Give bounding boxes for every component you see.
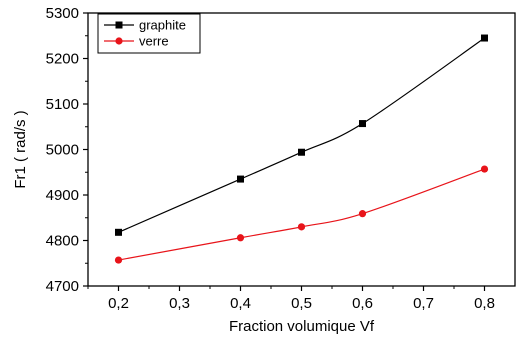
y-tick-label: 5300: [46, 5, 79, 22]
series-line-graphite: [118, 37, 485, 233]
series-layer: [114, 34, 489, 264]
data-point-graphite: [359, 120, 366, 128]
y-tick-label: 4700: [46, 278, 79, 295]
legend-label-graphite: graphite: [139, 18, 186, 33]
y-axis-ticks: 4700 4800 4900 5000 5100 5200 5300: [46, 5, 88, 295]
x-tick-label: 0,3: [169, 295, 190, 312]
y-tick-label: 5100: [46, 96, 79, 113]
data-point-verre: [114, 256, 123, 264]
legend-label-verre: verre: [139, 34, 169, 49]
legend-marker-verre: [115, 37, 123, 45]
series-graphite: [115, 34, 488, 236]
data-point-graphite: [237, 175, 244, 183]
x-axis-ticks: 0,2 0,3 0,4 0,5 0,6 0,7 0,8: [87, 286, 495, 312]
x-tick-label: 0,4: [230, 295, 251, 312]
data-point-verre: [297, 223, 306, 231]
legend-box: [97, 13, 201, 54]
x-tick-label: 0,2: [108, 295, 129, 312]
data-point-graphite: [115, 228, 122, 236]
data-point-graphite: [298, 148, 305, 156]
series-line-verre: [118, 168, 485, 261]
y-tick-label: 5000: [46, 142, 79, 159]
y-tick-label: 5200: [46, 51, 79, 68]
y-axis-label: Fr1 ( rad/s ): [12, 110, 29, 188]
y-tick-label: 4800: [46, 233, 79, 250]
x-axis-label: Fraction volumique Vf: [229, 318, 375, 335]
x-tick-label: 0,6: [352, 295, 373, 312]
x-tick-label: 0,8: [474, 295, 495, 312]
legend-marker-graphite: [115, 21, 123, 29]
data-point-graphite: [481, 34, 488, 42]
data-point-verre: [358, 210, 367, 218]
data-point-verre: [236, 234, 245, 242]
x-tick-label: 0,7: [413, 295, 434, 312]
series-verre: [114, 165, 489, 264]
y-tick-label: 4900: [46, 187, 79, 204]
data-point-verre: [480, 165, 489, 173]
x-tick-label: 0,5: [291, 295, 312, 312]
